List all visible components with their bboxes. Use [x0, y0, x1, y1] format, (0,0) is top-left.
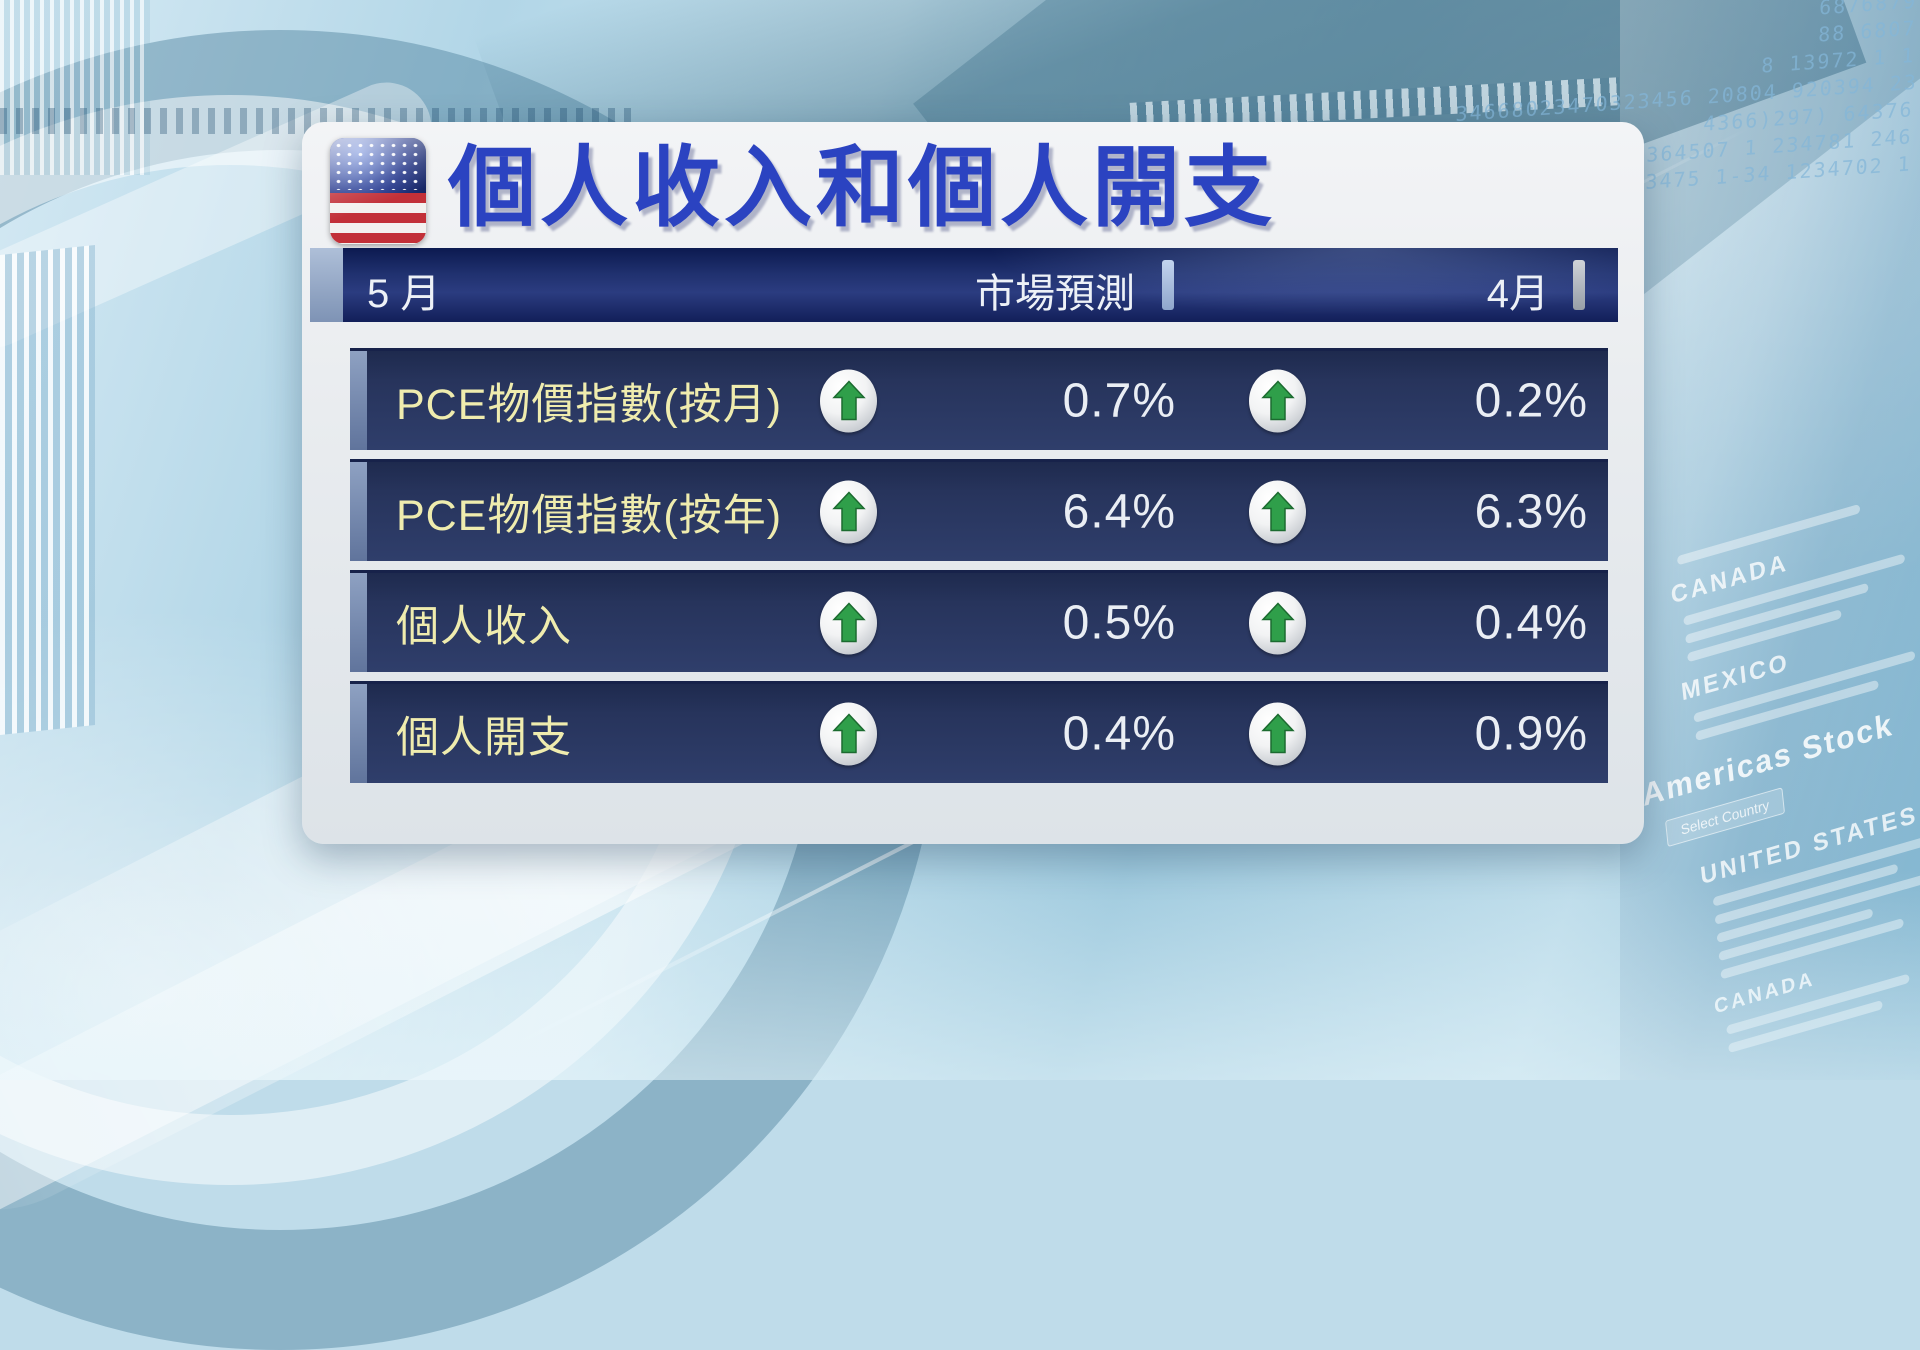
- previous-value: 0.9%: [1474, 707, 1588, 760]
- up-arrow-icon: [820, 480, 877, 543]
- forecast-value: 0.5%: [1062, 596, 1176, 649]
- previous-value: 6.3%: [1474, 485, 1588, 538]
- header-gloss: [827, 248, 1618, 322]
- up-arrow-icon: [1249, 702, 1306, 765]
- header-tick-previous: [1573, 260, 1585, 310]
- forecast-value: 6.4%: [1062, 485, 1176, 538]
- row-label: 個人開支: [396, 713, 572, 762]
- row-label: PCE物價指數(按月): [396, 380, 783, 429]
- row-label: PCE物價指數(按年): [396, 491, 783, 540]
- table-header-bar: 5 月 市場預測 4月: [343, 248, 1618, 322]
- up-arrow-icon: [820, 702, 877, 765]
- table-row: PCE物價指數(按月) 0.7% 0.2%: [350, 348, 1608, 450]
- column-header-previous: 4月: [1486, 272, 1549, 316]
- forecast-value: 0.7%: [1062, 374, 1176, 427]
- background-hatch-left: [0, 245, 95, 735]
- previous-value: 0.4%: [1474, 596, 1588, 649]
- background-bottom-glow: [0, 870, 1920, 1080]
- background-hatch-topleft: [0, 0, 150, 175]
- us-flag-icon: [330, 138, 426, 244]
- flag-gloss: [330, 138, 426, 244]
- up-arrow-icon: [1249, 369, 1306, 432]
- header-tick-forecast: [1162, 260, 1174, 310]
- up-arrow-icon: [820, 369, 877, 432]
- table-row: 個人收入 0.5% 0.4%: [350, 570, 1608, 672]
- up-arrow-icon: [820, 591, 877, 654]
- data-table: PCE物價指數(按月) 0.7% 0.2% PCE物價指數(按年) 6.4% 6…: [350, 348, 1608, 792]
- column-header-month: 5 月: [367, 272, 441, 316]
- column-header-forecast: 市場預測: [975, 272, 1135, 316]
- up-arrow-icon: [1249, 480, 1306, 543]
- row-label: 個人收入: [396, 602, 572, 651]
- previous-value: 0.2%: [1474, 374, 1588, 427]
- table-row: PCE物價指數(按年) 6.4% 6.3%: [350, 459, 1608, 561]
- forecast-value: 0.4%: [1062, 707, 1176, 760]
- table-row: 個人開支 0.4% 0.9%: [350, 681, 1608, 783]
- economic-data-panel: 個人收入和個人開支 5 月 市場預測 4月 PCE物價指數(按月) 0.7% 0…: [302, 122, 1644, 844]
- header-left-square: [310, 248, 343, 322]
- up-arrow-icon: [1249, 591, 1306, 654]
- page-title: 個人收入和個人開支: [448, 138, 1277, 237]
